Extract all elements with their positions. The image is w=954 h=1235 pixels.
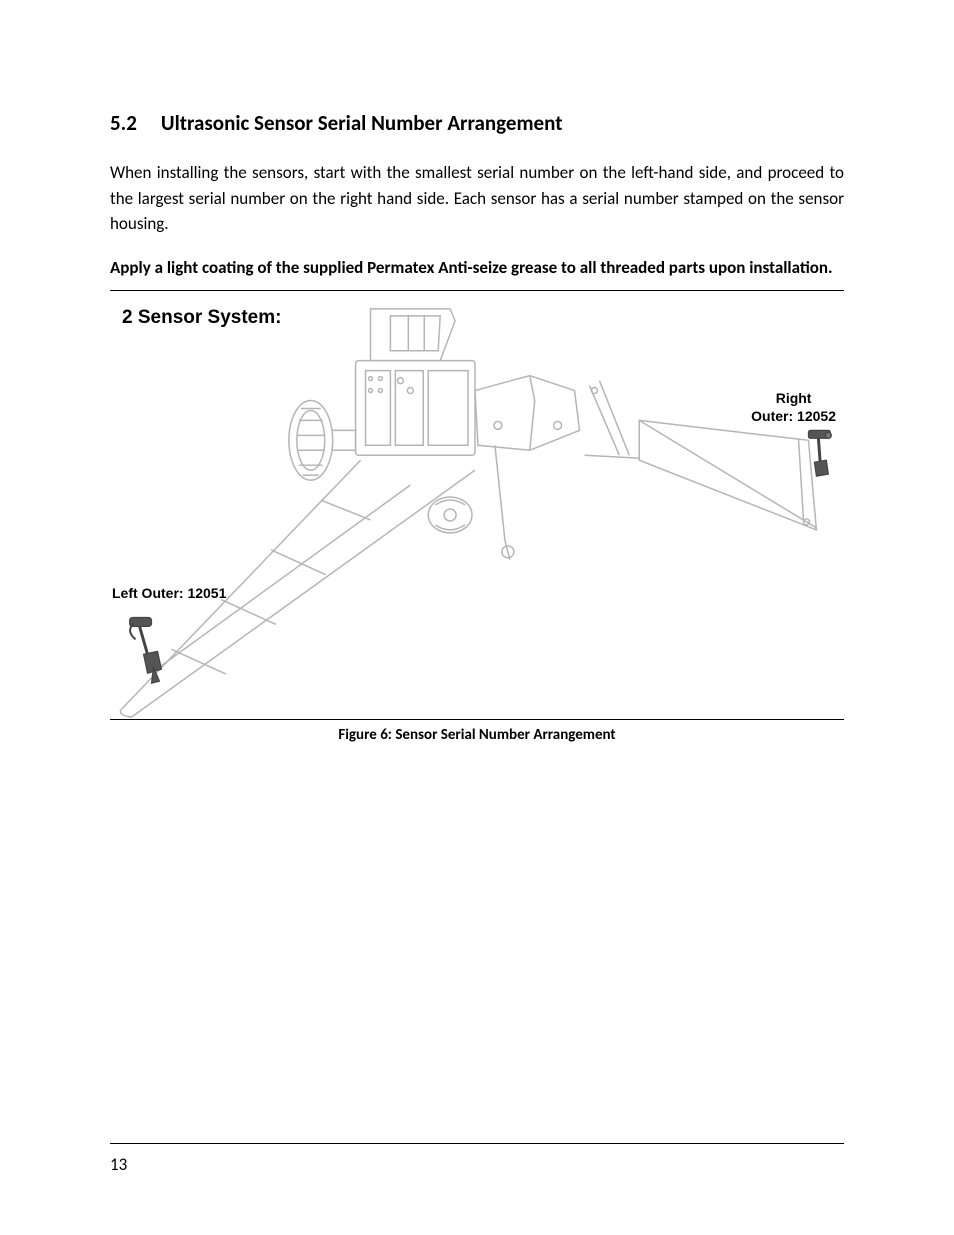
left-sensor-label: Left Outer: 12051 <box>112 585 226 601</box>
sprayer-diagram <box>110 291 844 719</box>
figure-caption: Figure 6: Sensor Serial Number Arrangeme… <box>110 726 844 744</box>
section-number: 5.2 <box>110 110 137 136</box>
body-paragraph: When installing the sensors, start with … <box>110 160 844 237</box>
right-label-line1: Right <box>776 390 812 406</box>
page-number: 13 <box>110 1154 127 1175</box>
bold-instruction: Apply a light coating of the supplied Pe… <box>110 255 844 281</box>
right-sensor-label: Right Outer: 12052 <box>751 389 836 425</box>
right-label-line2: Outer: 12052 <box>751 408 836 424</box>
section-heading: 5.2 Ultrasonic Sensor Serial Number Arra… <box>110 110 844 136</box>
figure-container: 2 Sensor System: <box>110 290 844 720</box>
section-title: Ultrasonic Sensor Serial Number Arrangem… <box>161 110 563 136</box>
page-footer: 13 <box>110 1143 844 1175</box>
